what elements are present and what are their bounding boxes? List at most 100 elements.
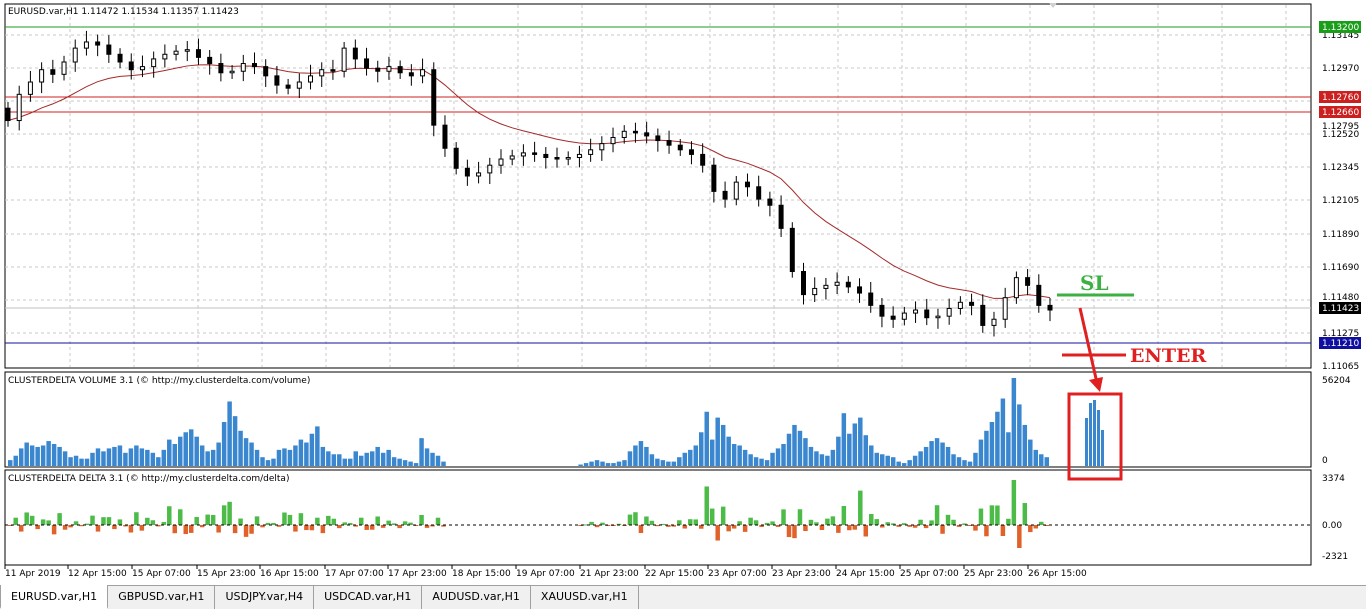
delta-bar <box>46 520 51 525</box>
volume-bar <box>397 458 402 466</box>
chart-dropdown-icon[interactable] <box>1049 3 1057 8</box>
candle-body <box>39 69 45 83</box>
moving-average <box>7 64 1051 299</box>
symbol-tab-3[interactable]: USDCAD.var,H1 <box>314 586 423 609</box>
candle-body <box>688 149 694 155</box>
delta-bar <box>441 525 446 527</box>
delta-bar <box>161 522 167 525</box>
volume-bar <box>814 451 819 466</box>
candle-body <box>50 69 56 75</box>
delta-bar <box>901 523 907 525</box>
delta-bar <box>578 525 583 526</box>
blue-level-tag <box>1319 337 1361 349</box>
delta-bar <box>797 509 803 525</box>
symbol-tab-2[interactable]: USDJPY.var,H4 <box>215 586 315 609</box>
candle-body <box>812 287 818 296</box>
volume-bar <box>221 422 227 466</box>
time-tick-label: 21 Apr 23:00 <box>580 569 639 579</box>
chart-window[interactable]: EURUSD.var,H1 1.11472 1.11534 1.11357 1.… <box>0 0 1366 584</box>
green-level-tag <box>1319 21 1361 33</box>
volume-bar <box>753 457 759 466</box>
volume-bar <box>1011 378 1017 466</box>
delta-bar <box>205 514 210 525</box>
volume-bar <box>249 442 254 466</box>
price-tick-label: 1.12795 <box>1322 122 1359 132</box>
volume-bar <box>649 454 655 466</box>
volume-bar <box>896 461 901 466</box>
volume-bar <box>117 445 123 466</box>
highlight-bar <box>1097 410 1100 466</box>
volume-bar <box>35 446 40 466</box>
delta-bar <box>348 523 353 525</box>
candle-body <box>72 47 78 63</box>
delta-bar <box>358 517 364 525</box>
symbol-tab-bar: EURUSD.var,H1 GBPUSD.var,H1 USDJPY.var,H4 U… <box>0 585 1366 609</box>
candle-body <box>397 66 403 74</box>
candle-body <box>375 67 381 72</box>
volume-bar <box>1022 424 1028 466</box>
delta-bar <box>644 516 649 525</box>
delta-bar <box>605 525 611 526</box>
candle-body <box>767 198 773 206</box>
delta-bar <box>940 525 945 534</box>
delta-bar <box>951 519 956 525</box>
candle-body <box>946 307 952 317</box>
symbol-tab-5[interactable]: XAUUSD.var,H1 <box>531 586 639 609</box>
candle-body <box>644 132 650 137</box>
candle-body <box>621 130 627 138</box>
volume-bar <box>13 455 18 466</box>
delta-panel-frame <box>4 469 1312 566</box>
candle-body <box>677 144 683 151</box>
candle-body <box>139 66 145 71</box>
candle-body <box>1013 277 1019 299</box>
delta-bar <box>298 513 304 525</box>
delta-bar <box>808 519 814 525</box>
red-level-label-bottom: 1.12660 <box>1322 108 1359 118</box>
delta-bar <box>62 525 68 530</box>
delta-bar <box>890 523 896 525</box>
delta-bar <box>852 525 858 530</box>
volume-bar <box>699 432 704 466</box>
volume-bar <box>978 439 984 466</box>
delta-bar <box>583 524 589 526</box>
volume-bar <box>408 461 413 466</box>
candle-body <box>1025 277 1031 286</box>
volume-bar <box>276 449 282 466</box>
delta-bar <box>1028 525 1033 533</box>
volume-bar <box>995 411 1000 466</box>
symbol-tab-4[interactable]: AUDUSD.var,H1 <box>422 586 531 609</box>
delta-bar <box>145 517 150 525</box>
delta-bar <box>923 525 929 529</box>
volume-bar <box>227 401 232 466</box>
candle-body <box>666 140 672 146</box>
volume-bar <box>890 457 896 466</box>
volume-bar <box>134 445 139 466</box>
volume-bar <box>342 458 348 466</box>
main-chart-frame <box>4 3 1312 369</box>
volume-bar <box>655 458 660 466</box>
candle-body <box>1036 284 1042 306</box>
symbol-tab-1[interactable]: GBPUSD.var,H1 <box>108 586 216 609</box>
price-tick-label: 1.11690 <box>1322 263 1359 273</box>
candle-body <box>173 50 179 55</box>
volume-bar <box>638 441 644 466</box>
volume-bar <box>24 442 29 466</box>
delta-bar <box>156 525 161 527</box>
volume-bar <box>852 423 858 466</box>
volume-bar <box>808 446 814 466</box>
candle-body <box>218 63 224 74</box>
enter-highlight-box <box>1067 392 1123 481</box>
delta-bar <box>616 523 622 525</box>
delta-bar <box>627 514 633 525</box>
enter-label: ENTER <box>1130 345 1206 367</box>
delta-bar <box>90 515 95 525</box>
volume-bar <box>386 449 391 466</box>
volume-bar <box>1039 454 1044 466</box>
delta-bar <box>863 525 869 537</box>
volume-bar <box>358 455 364 466</box>
symbol-tab-0[interactable]: EURUSD.var,H1 <box>0 585 109 609</box>
chart-canvas[interactable]: EURUSD.var,H1 1.11472 1.11534 1.11357 1.… <box>0 0 1366 584</box>
volume-bar <box>424 448 430 466</box>
volume-bar <box>331 454 337 466</box>
volume-bar <box>973 452 978 466</box>
